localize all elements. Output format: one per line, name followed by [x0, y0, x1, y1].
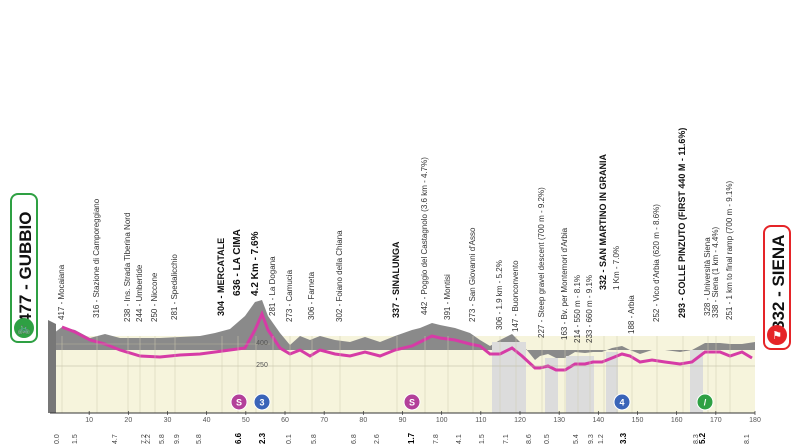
km-label: 2.3 — [258, 432, 267, 444]
start-label: 477 - GUBBIO — [16, 211, 35, 323]
point-label: 238 - Ins. Strada Tiberina Nord — [123, 212, 132, 322]
point-label: 251 - 1 km to final ramp (700 m - 9.1%) — [725, 180, 734, 320]
axis-tick-label: 40 — [202, 417, 211, 424]
km-label: 7.8 — [433, 434, 440, 444]
km-label: 5.4 — [573, 434, 580, 444]
axis-tick-label: 60 — [281, 417, 289, 424]
gravel-zone — [545, 358, 558, 413]
point-label: 250 - Niccone — [150, 272, 159, 322]
km-label: 4.7 — [112, 434, 119, 444]
axis-tick-label: 120 — [514, 417, 526, 424]
point-label: 332 - SAN MARTINO IN GRANIA — [598, 153, 608, 290]
axis-tick-label: 20 — [124, 417, 133, 424]
point-label: 293 - COLLE PINZUTO (FIRST 440 M - 11.6%… — [677, 127, 687, 318]
point-label: 281 - Spedalicchio — [170, 254, 179, 320]
axis-tick-label: 140 — [592, 417, 605, 424]
point-label: 227 - Steep gravel descent (700 m - 9.2%… — [537, 187, 546, 338]
km-label: 1.5 — [72, 434, 79, 444]
finish-panel: 332 - SIENA ⚑ — [763, 225, 791, 350]
point-label: 1 Km - 7.0% — [612, 245, 621, 290]
start-panel: 477 - GUBBIO 🚲 — [10, 193, 38, 343]
cyclist-icon: 🚲 — [14, 318, 34, 338]
km-label: 0.5 — [544, 434, 551, 444]
point-label: 337 - SINALUNGA — [391, 241, 401, 318]
km-label: 3.3 — [619, 432, 628, 444]
km-label: 6.6 — [234, 432, 243, 444]
km-label: 0.1 — [286, 434, 293, 444]
route-marker: S — [403, 393, 421, 411]
km-label: 2.6 — [374, 434, 381, 444]
axis-tick-label: 30 — [163, 417, 172, 424]
km-label: 1.7 — [407, 432, 416, 444]
point-label: 281 - La Dogana — [268, 256, 277, 316]
profile-start-wall — [48, 320, 56, 413]
route-marker: / — [696, 393, 714, 411]
axis-tick-marks — [88, 411, 756, 415]
point-label: 304 - MERCATALE — [216, 237, 226, 316]
km-label: 8.6 — [526, 434, 533, 444]
axis-tick-label: 130 — [553, 417, 565, 424]
point-label: 163 - Bv. per Montemori d'Arbia — [560, 227, 569, 340]
axis-tick-label: 80 — [359, 417, 368, 424]
km-label: 9.9 — [174, 434, 181, 444]
point-label: 417 - Mocaiana — [57, 264, 66, 320]
point-label: 391 - Montisi — [443, 274, 452, 320]
axis-tick-label: 150 — [631, 417, 644, 424]
point-label: 302 - Foiano della Chiana — [335, 230, 344, 322]
km-label: 9.3 — [588, 434, 595, 444]
elevation-label: 250 — [256, 362, 268, 369]
point-label: 233 - 660 m - 9.1% — [585, 274, 594, 343]
axis-tick-label: 90 — [398, 417, 407, 424]
point-label: 147 - Buonconvento — [511, 260, 520, 332]
point-guides — [61, 336, 731, 413]
axis-tick-label: 170 — [709, 417, 722, 424]
point-label: 316 - Stazione di Campore­ggiano — [92, 198, 101, 318]
km-label: 8.1 — [744, 434, 751, 444]
km-label: 0.0 — [54, 434, 61, 444]
elevation-label: 400 — [256, 340, 268, 347]
point-label: 442 - Poggio del Castagnolo (3.6 km - 4.… — [420, 157, 429, 315]
point-label: 273 - Camucia — [285, 269, 294, 322]
route-marker: S — [230, 393, 248, 411]
point-label: 306 - 1.9 km - 5.2% — [495, 260, 504, 330]
axis-tick-label: 160 — [670, 417, 683, 424]
axis-tick-label: 10 — [85, 417, 94, 424]
point-label: 306 - Farneta — [307, 271, 316, 320]
point-label: 188 - Arbia — [627, 295, 636, 334]
route-marker: 4 — [613, 393, 631, 411]
km-label: 1.5 — [479, 434, 486, 444]
km-label: 1.2 — [598, 434, 605, 444]
finish-flag-icon: ⚑ — [767, 325, 787, 345]
km-label: 4.1 — [456, 434, 463, 444]
km-label: 5.8 — [311, 434, 318, 444]
axis-tick-label: 180 — [749, 417, 761, 424]
axis-tick-label: 110 — [475, 417, 487, 424]
point-label: 244 - Umbertide — [135, 264, 144, 322]
point-label: 636 - LA CIMA — [232, 229, 243, 296]
point-label: 273 - San Giovanni d'Asso — [468, 227, 477, 322]
route-marker: 3 — [253, 393, 271, 411]
finish-label: 332 - SIENA — [769, 234, 788, 330]
point-label: 4.2 Km - 7.6% — [250, 231, 261, 296]
point-label: 338 - Siena (1 km - 4.4%) — [711, 226, 720, 318]
km-label: 5.8 — [159, 434, 166, 444]
profile-terrain — [50, 300, 755, 360]
route-line — [61, 310, 753, 372]
axis-tick-label: 50 — [241, 417, 250, 424]
km-label: 5.8 — [196, 434, 203, 444]
point-label: 214 - 550 m - 8.1% — [573, 274, 582, 343]
km-label: 2.2 — [145, 434, 152, 444]
axis-tick-label: 70 — [320, 417, 329, 424]
km-label: 6.8 — [351, 434, 358, 444]
km-label: 7.1 — [503, 434, 510, 444]
point-label: 252 - Vico d'Arbia (620 m - 8.6%) — [652, 204, 661, 322]
axis-tick-label: 100 — [435, 417, 448, 424]
km-label: 5.2 — [698, 432, 707, 444]
